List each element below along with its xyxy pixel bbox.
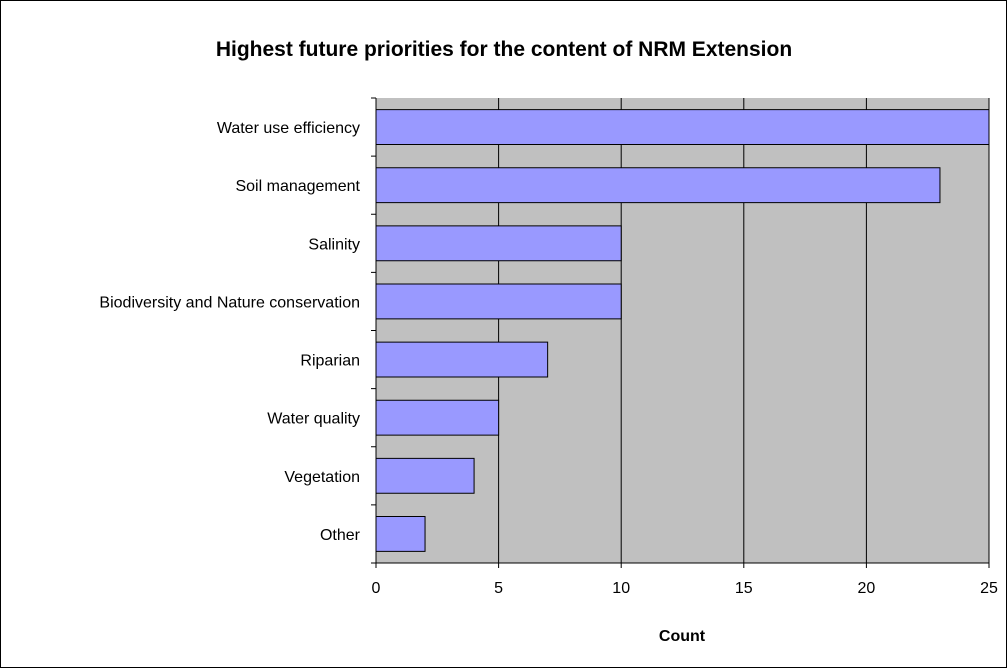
bar [375,283,622,320]
category-label: Biodiversity and Nature conservation [99,294,360,311]
bar [375,341,549,378]
x-tick-label: 25 [980,580,998,597]
plot-area: Water use efficiency Soil management Salin… [99,97,998,597]
category-label: Vegetation [284,469,360,486]
bar [375,457,475,494]
category-label: Water quality [267,411,360,428]
bar [375,399,500,436]
chart-title: Highest future priorities for the conten… [216,38,792,61]
x-axis-title: Count [659,628,706,645]
x-tick-label: 15 [735,580,753,597]
x-tick-label: 10 [612,580,630,597]
category-label: Riparian [300,353,360,370]
bar [375,167,941,204]
bar [375,225,622,262]
x-tick-label: 5 [494,580,503,597]
category-label: Water use efficiency [217,120,360,137]
bar [375,516,426,552]
x-tick-label: 20 [858,580,876,597]
category-label: Soil management [235,178,360,195]
x-tick-label: 0 [372,580,381,597]
bar [375,109,990,145]
category-label: Other [320,527,361,544]
category-label: Salinity [308,236,360,253]
